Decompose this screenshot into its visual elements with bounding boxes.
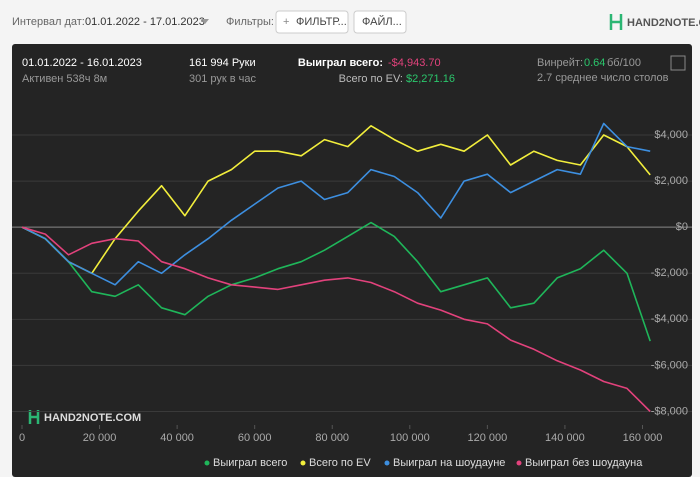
filters-label: Фильтры: [226, 16, 274, 28]
x-tick-label: 140 000 [545, 432, 585, 444]
tables: 2.7 среднее число столов [537, 72, 669, 84]
series-line [21, 122, 651, 286]
legend-dot [204, 460, 210, 466]
watermark: HAND2NOTE.COM [44, 412, 141, 424]
plus-icon: + [283, 16, 289, 28]
panel [12, 44, 692, 477]
legend-dot [516, 460, 522, 466]
filter-button[interactable] [275, 10, 349, 34]
series-line [21, 226, 651, 413]
watermark-icon [28, 410, 40, 424]
legend-label: Всего по EV [309, 457, 371, 469]
series-line [21, 221, 651, 342]
expand-icon[interactable] [670, 55, 686, 71]
won-label: Выиграл всего: [298, 57, 383, 69]
legend-label: Выиграл всего [213, 457, 287, 469]
ev-value: $2,271.16 [406, 73, 455, 85]
x-tick-label: 120 000 [467, 432, 507, 444]
hands-per-hour: 301 рук в час [189, 73, 257, 85]
x-tick-label: 160 000 [623, 432, 663, 444]
y-tick-label: -$8,000 [651, 405, 688, 417]
y-tick-label: $2,000 [654, 175, 688, 187]
y-tick-label: $0 [676, 221, 688, 233]
logo-icon [609, 14, 623, 30]
y-tick-label: -$4,000 [651, 313, 688, 325]
file-button-text: ФАЙЛ... [362, 15, 402, 28]
y-tick-label: -$2,000 [651, 267, 688, 279]
ev-label: Всего по EV: [339, 73, 403, 85]
y-tick-label: -$6,000 [651, 359, 688, 371]
period: 01.01.2022 - 16.01.2023 [22, 57, 142, 69]
legend-label: Выиграл без шоудауна [525, 457, 643, 469]
winrate-unit: бб/100 [607, 57, 641, 69]
date-label: Интервал дат: [12, 16, 85, 28]
winrate-value: 0.64 [584, 57, 605, 69]
filter-button-text: ФИЛЬТР... [296, 16, 347, 28]
x-tick-label: 0 [19, 432, 25, 444]
date-value[interactable]: 01.01.2022 - 17.01.2023 [85, 16, 205, 28]
x-tick-label: 100 000 [390, 432, 430, 444]
legend-dot [384, 460, 390, 466]
hands: 161 994 Руки [189, 57, 256, 69]
file-button[interactable] [353, 10, 407, 34]
legend-label: Выиграл на шоудауне [393, 457, 505, 469]
series-line [21, 125, 651, 275]
active: Активен 538ч 8м [22, 73, 107, 85]
x-tick-label: 20 000 [83, 432, 117, 444]
logo: HAND2NOTE.COM [627, 17, 700, 29]
legend-dot [300, 460, 306, 466]
y-tick-label: $4,000 [654, 129, 688, 141]
won-value: -$4,943.70 [388, 57, 441, 69]
winrate-label: Винрейт: [537, 57, 583, 69]
x-tick-label: 80 000 [315, 432, 349, 444]
dropdown-arrow[interactable] [201, 19, 209, 24]
x-tick-label: 40 000 [160, 432, 194, 444]
x-tick-label: 60 000 [238, 432, 272, 444]
